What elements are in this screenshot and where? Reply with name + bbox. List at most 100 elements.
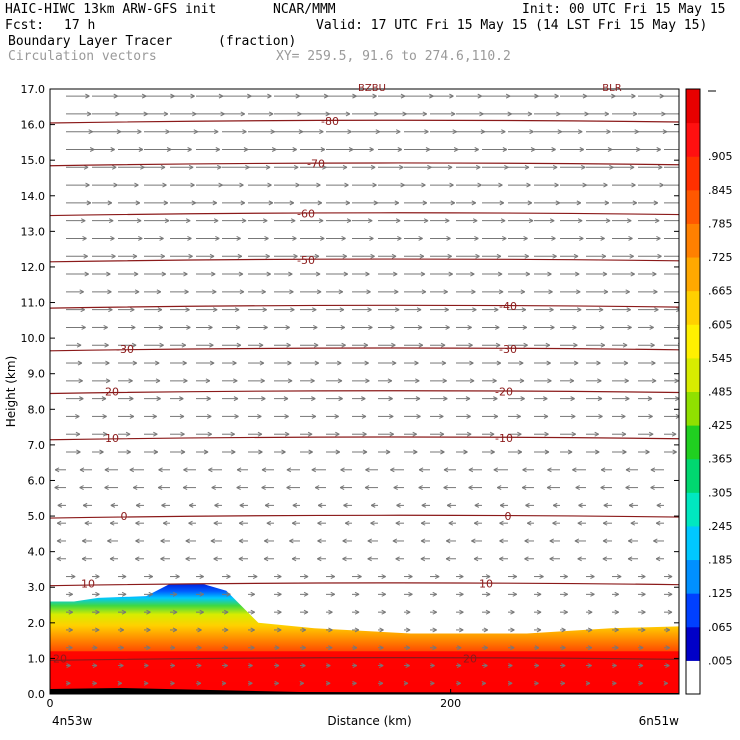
wind-vector bbox=[162, 520, 170, 526]
wind-vector bbox=[628, 502, 638, 508]
wind-vector bbox=[560, 307, 582, 313]
wind-vector bbox=[222, 129, 247, 135]
wind-vector bbox=[664, 645, 670, 651]
wind-vector bbox=[196, 342, 214, 348]
wind-vector bbox=[482, 147, 508, 152]
wind-vector bbox=[342, 556, 352, 562]
wind-vector bbox=[404, 449, 418, 455]
wind-vector bbox=[157, 485, 170, 491]
isotherm-label: 10 bbox=[81, 578, 95, 591]
wind-vector bbox=[404, 413, 421, 419]
wind-vector bbox=[160, 538, 170, 544]
wind-vector bbox=[378, 324, 395, 330]
wind-vector bbox=[534, 93, 559, 99]
isotherm-label: -20 bbox=[101, 386, 119, 399]
wind-vector bbox=[248, 129, 275, 135]
wind-vector bbox=[274, 324, 290, 330]
isotherm-line bbox=[50, 390, 679, 395]
wind-vector bbox=[352, 200, 379, 206]
wind-vector bbox=[664, 324, 679, 330]
wind-vector bbox=[638, 360, 656, 366]
colorbar-swatch bbox=[685, 660, 701, 695]
wind-vector bbox=[612, 645, 619, 651]
colorbar-label: .125 bbox=[708, 587, 733, 600]
isotherm-label: 10 bbox=[479, 578, 493, 591]
wind-vector bbox=[638, 164, 663, 170]
wind-vector bbox=[534, 574, 544, 580]
x-tick-label: 0 bbox=[47, 697, 54, 710]
wind-vector bbox=[456, 236, 479, 241]
wind-vector bbox=[66, 236, 87, 241]
wind-vector bbox=[352, 271, 370, 277]
wind-vector bbox=[664, 663, 670, 668]
wind-vector bbox=[612, 342, 628, 348]
wind-vector bbox=[274, 182, 300, 188]
wind-vector bbox=[404, 200, 428, 206]
wind-vector bbox=[404, 253, 425, 259]
wind-vector bbox=[664, 202, 679, 204]
wind-vector bbox=[326, 236, 346, 241]
wind-vector bbox=[261, 467, 274, 473]
colorbar-label: .005 bbox=[708, 654, 733, 667]
wind-vector bbox=[378, 342, 396, 348]
wind-vector bbox=[586, 574, 595, 580]
wind-vector bbox=[92, 200, 113, 206]
wind-vector bbox=[352, 307, 372, 313]
wind-vector bbox=[352, 324, 373, 330]
wind-vector bbox=[404, 289, 427, 295]
wind-vector bbox=[57, 502, 66, 508]
isotherm-label: 20 bbox=[463, 652, 477, 665]
wind-vector bbox=[456, 360, 474, 366]
wind-vector bbox=[612, 396, 630, 402]
wind-vector bbox=[213, 520, 222, 526]
wind-vector bbox=[586, 449, 600, 455]
wind-vector bbox=[575, 485, 586, 491]
wind-vector bbox=[300, 413, 317, 419]
wind-vector bbox=[612, 111, 638, 117]
wind-vector bbox=[118, 431, 131, 437]
colorbar-label: .845 bbox=[708, 184, 733, 197]
wind-vector bbox=[170, 360, 187, 366]
wind-vector bbox=[144, 164, 166, 170]
wind-vector bbox=[456, 271, 475, 277]
colorbar-swatch bbox=[686, 525, 700, 561]
wind-vector bbox=[586, 307, 604, 313]
wind-vector bbox=[144, 236, 164, 241]
wind-vector bbox=[326, 289, 344, 295]
wind-vector bbox=[239, 502, 248, 508]
wind-vector bbox=[352, 574, 362, 580]
wind-vector bbox=[92, 236, 115, 241]
wind-vector bbox=[222, 147, 249, 152]
isotherm-label: 0 bbox=[505, 510, 512, 523]
wind-vector bbox=[222, 253, 243, 259]
colorbar-label: .485 bbox=[708, 386, 733, 399]
wind-vector bbox=[612, 449, 627, 455]
wind-vector bbox=[586, 236, 605, 241]
wind-vector bbox=[170, 574, 180, 580]
wind-vector bbox=[430, 129, 457, 135]
isotherm-line bbox=[50, 258, 679, 263]
wind-vector bbox=[342, 538, 352, 544]
wind-vector bbox=[560, 378, 575, 384]
wind-vector bbox=[482, 236, 507, 241]
wind-vector bbox=[170, 147, 192, 152]
wind-vector bbox=[404, 342, 424, 348]
wind-vector bbox=[81, 556, 92, 562]
colorbar-label: .065 bbox=[708, 621, 733, 634]
wind-vector bbox=[144, 378, 161, 384]
colorbar-swatch bbox=[686, 257, 700, 292]
wind-vector bbox=[534, 182, 559, 188]
wind-vector bbox=[586, 431, 599, 437]
wind-vector bbox=[248, 164, 271, 170]
wind-vector bbox=[248, 182, 272, 188]
wind-vector bbox=[378, 431, 394, 437]
wind-vector bbox=[66, 663, 71, 668]
isotherm-label: -30 bbox=[499, 343, 517, 356]
wind-vector bbox=[213, 556, 222, 562]
wind-vector bbox=[638, 147, 661, 152]
wind-vector bbox=[471, 538, 482, 544]
wind-vector bbox=[664, 609, 673, 615]
wind-vector bbox=[378, 680, 384, 686]
wind-vector bbox=[456, 253, 480, 259]
wind-vector bbox=[352, 218, 373, 224]
